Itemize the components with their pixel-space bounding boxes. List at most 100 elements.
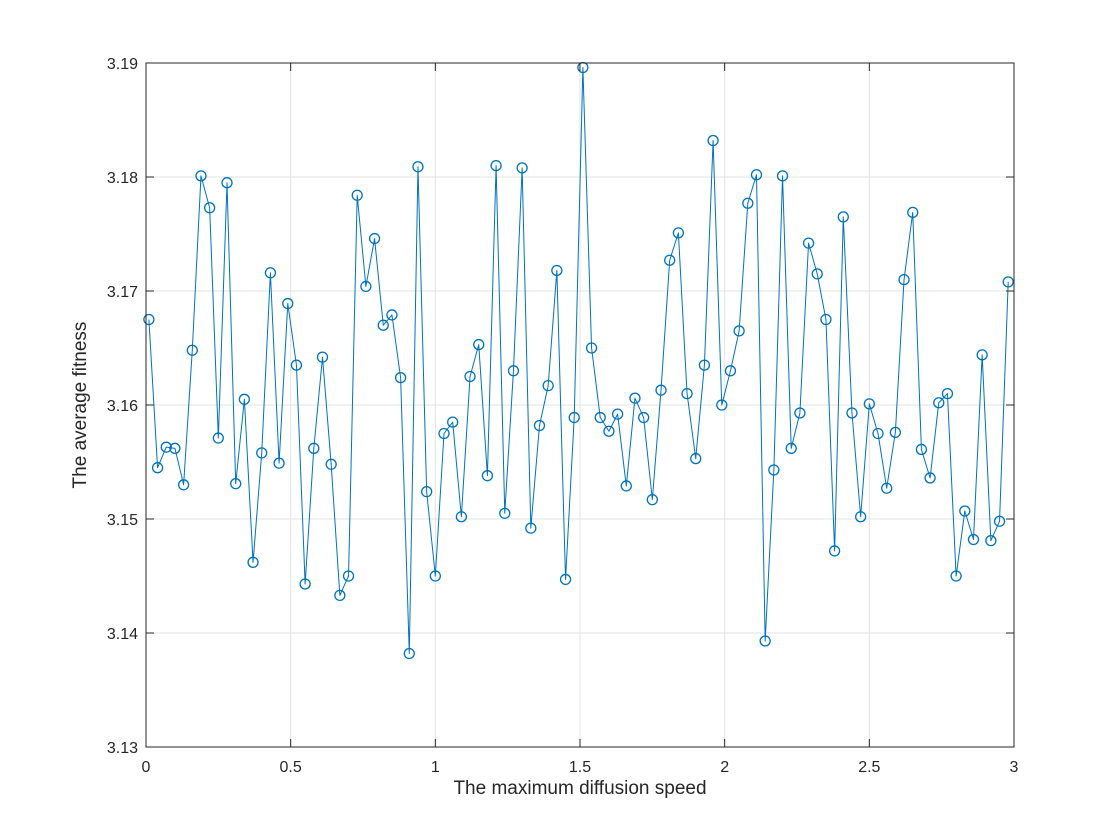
data-point-marker [230,478,242,490]
axis-ticks: 0 0.5 1 1.5 2 2.5 3 3.13 3.14 3.15 3.16 3.17 3.18 3.1… [107,56,1019,776]
data-point-marker [568,411,580,424]
data-point-marker [872,427,884,440]
data-point-marker [681,387,693,400]
data-point-marker [837,211,849,223]
data-point-marker [941,387,954,400]
data-point-marker [802,237,815,249]
data-point-marker [733,325,745,337]
data-point-marker [464,370,476,383]
series-line [148,67,1009,655]
data-point-marker [325,458,337,470]
data-point-marker [638,411,650,424]
data-point-marker [881,482,893,494]
data-point-marker [794,407,806,419]
data-point-marker [820,313,832,326]
data-point-marker [386,309,398,321]
data-point-marker [646,493,658,506]
x-axis-label: The maximum diffusion speed [453,778,706,799]
data-point-marker [924,472,936,484]
x-tick-label: 3 [1010,759,1019,776]
data-point-marker [950,570,962,582]
data-point-marker [811,268,823,280]
data-point-marker [421,485,433,498]
data-point-marker [438,427,450,440]
data-point-marker [967,533,980,546]
data-point-marker [594,411,606,424]
data-point-marker [143,313,155,326]
data-point-marker [776,170,789,182]
data-point-marker [160,441,172,453]
data-point-marker [195,170,207,182]
data-point-marker [499,507,511,519]
data-point-marker [308,442,320,454]
data-point-marker [759,635,771,647]
data-point-marker [403,647,415,660]
data-point-marker [664,254,676,266]
data-point-marker [151,462,164,474]
data-point-marker [993,515,1006,527]
data-point-marker [907,206,919,218]
x-tick-label: 1.5 [569,759,591,776]
data-point-marker [447,416,459,428]
data-point-marker [282,297,294,310]
data-point-marker [377,319,389,331]
y-tick-label: 3.16 [107,398,138,415]
data-point-marker [507,365,520,377]
data-point-marker [204,202,216,214]
y-tick-label: 3.15 [107,512,138,529]
data-point-marker [846,407,858,419]
data-point-marker [256,447,268,459]
x-tick-label: 2 [720,759,729,776]
data-point-marker [212,432,224,444]
data-point-marker [247,556,259,568]
data-point-marker [585,342,598,354]
data-point-marker [360,280,372,293]
data-point-marker [1002,276,1014,288]
data-point-marker [724,365,737,377]
data-series [143,61,1014,660]
data-point-marker [985,535,997,547]
data-point-marker [481,470,494,482]
data-point-marker [768,464,780,476]
data-point-marker [716,399,728,411]
data-point-marker [863,398,875,410]
data-point-marker [898,273,910,286]
x-tick-label: 0 [142,759,151,776]
data-point-marker [412,161,424,173]
data-point-marker [933,397,945,409]
data-point-marker [473,338,485,351]
data-point-marker [742,197,754,209]
data-point-marker [316,351,329,363]
data-point-marker [290,359,303,371]
y-axis-label: The average fitness [70,322,91,489]
data-point-marker [828,545,841,557]
data-point-marker [533,419,546,432]
data-point-marker [490,159,502,172]
data-point-marker [889,426,902,439]
data-point-marker [221,177,233,189]
data-point-marker [334,589,346,602]
data-point-marker [264,267,277,279]
data-point-marker [655,384,667,396]
data-point-marker [525,522,537,534]
x-tick-label: 0.5 [280,759,302,776]
data-point-marker [273,457,285,469]
data-point-marker [368,232,381,245]
y-tick-label: 3.19 [107,56,138,73]
data-point-marker [915,443,928,456]
data-point-marker [455,511,468,523]
data-point-marker [620,480,632,492]
data-point-marker [177,479,190,491]
data-point-marker [959,505,971,517]
data-point-marker [698,359,711,371]
data-point-marker [785,442,797,454]
data-point-marker [516,162,528,174]
data-point-marker [559,573,572,586]
data-point-marker [611,408,624,420]
data-point-marker [976,349,988,361]
x-tick-label: 1 [431,759,440,776]
y-tick-label: 3.13 [107,740,138,757]
y-tick-label: 3.18 [107,170,138,187]
data-point-marker [629,392,641,404]
